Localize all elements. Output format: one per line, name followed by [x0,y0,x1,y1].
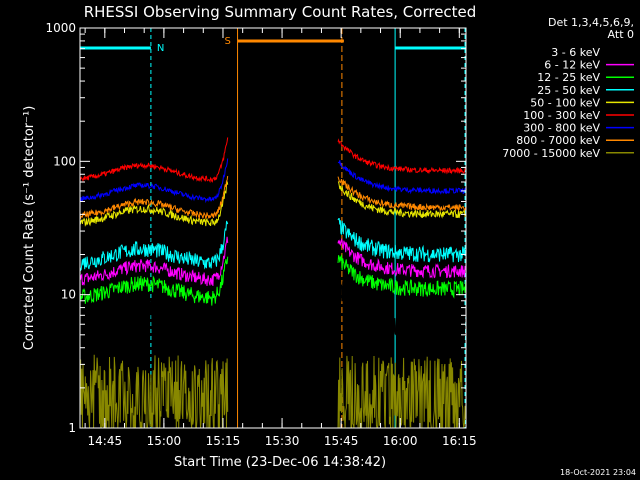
legend-label-5: 100 - 300 keV [523,109,600,122]
series-line-2 [79,254,467,306]
legend-header-line-2: Att 0 [608,28,634,41]
axes-frame [79,27,467,429]
night-label: N [157,43,164,54]
x-tick-label-3: 15:30 [265,434,300,448]
x-tick-label-4: 15:45 [324,434,359,448]
series-line-3 [79,218,467,272]
x-tick-label-0: 14:45 [88,434,123,448]
plot-area: NS [79,28,467,429]
legend-label-6: 300 - 800 keV [523,122,600,135]
saa-label: S [225,36,231,47]
x-tick-label-5: 16:00 [383,434,418,448]
chart-title: RHESSI Observing Summary Count Rates, Co… [84,3,477,21]
legend-label-4: 50 - 100 keV [530,96,600,109]
series-line-7 [79,175,467,220]
y-axis-label: Corrected Count Rate (s⁻¹ detector⁻¹) [22,106,37,351]
series-line-6 [79,158,467,204]
legend-label-3: 25 - 50 keV [537,84,600,97]
series-line-4 [79,181,467,227]
series-line-8 [79,354,467,429]
legend-label-2: 12 - 25 keV [537,71,600,84]
series-line-1 [79,236,467,287]
legend-header-line-1: Det 1,3,4,5,6,9, [548,16,634,29]
series-line-0 [79,276,467,356]
legend-label-0: 3 - 6 keV [551,46,600,59]
y-tick-label-0: 1 [68,421,76,435]
footer-date: 18-Oct-2021 23:04 [560,468,636,477]
x-tick-label-6: 16:15 [442,434,477,448]
series-line-5 [79,137,467,184]
legend-label-8: 7000 - 15000 keV [502,147,600,160]
axes: 1 10 100 1000 14:45 15:00 15:15 15:30 15:45 16:00… [45,21,476,448]
x-tick-label-2: 15:15 [206,434,241,448]
x-axis-label: Start Time (23-Dec-06 14:38:42) [174,455,386,470]
y-tick-label-2: 100 [53,154,76,168]
x-tick-label-1: 15:00 [147,434,182,448]
y-tick-label-1: 10 [61,288,76,302]
legend-label-1: 6 - 12 keV [544,59,600,72]
legend-label-7: 800 - 7000 keV [516,134,600,147]
y-tick-label-3: 1000 [45,21,76,35]
